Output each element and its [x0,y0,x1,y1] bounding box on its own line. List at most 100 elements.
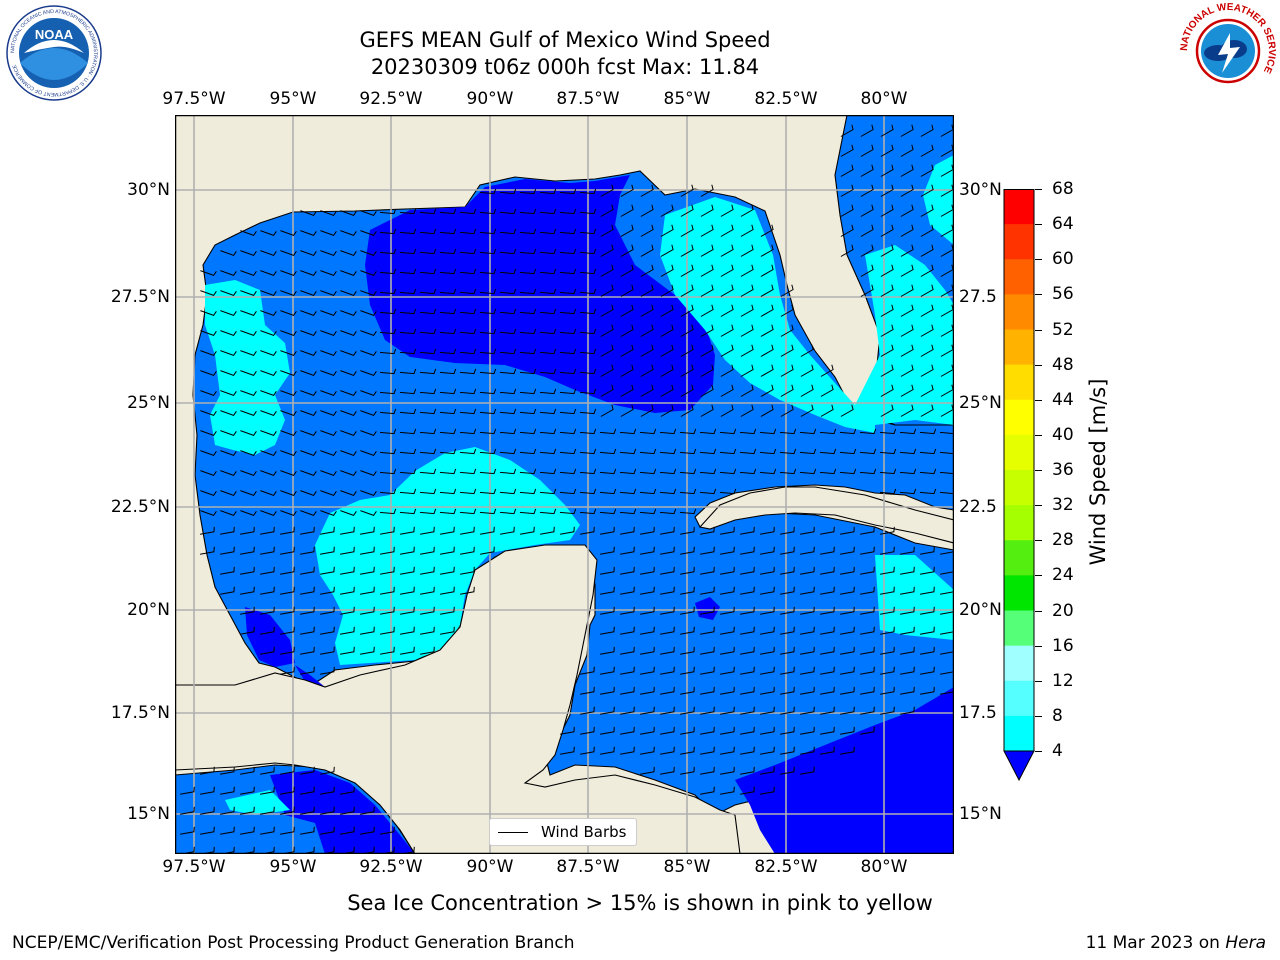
wind-barb [600,726,615,735]
wind-barb [260,490,277,497]
wind-barb [280,666,295,675]
wind-barb [760,666,775,675]
wind-barb [919,488,937,495]
wind-barb [660,726,675,735]
wind-barb [220,390,237,397]
wind-barb [459,488,477,495]
wind-barb [380,606,395,615]
colorbar-tick-label: 32 [1052,495,1074,516]
wind-barb [760,706,775,715]
wind-barb [800,526,815,535]
wind-barb [479,288,497,295]
wind-barb [280,410,297,417]
wind-barb [360,490,377,497]
wind-barb [379,348,397,355]
wind-barb [640,404,654,417]
wind-barb [360,330,377,337]
wind-barb [519,428,537,435]
wind-barb [320,646,335,655]
colorbar-segment [1004,364,1034,401]
wind-barb [519,228,537,235]
wind-barb [700,546,715,555]
colorbar-tick-mark [1035,189,1042,190]
wind-barb [700,264,714,277]
wind-barb [760,364,774,377]
wind-barb [740,244,754,257]
wind-barb [640,264,654,277]
wind-barb [539,408,557,415]
wind-barb [680,646,695,655]
wind-barb [260,586,275,595]
wind-barb [740,264,754,277]
wind-barb [620,244,634,257]
wind-barb [740,546,755,555]
wind-barb [720,746,735,755]
wind-barb [539,388,557,395]
wind-barb [740,586,755,595]
wind-barb [680,626,695,635]
wind-barb [840,726,855,735]
wind-barb [439,368,457,375]
lon-tick-bottom: 90°W [466,857,514,877]
wind-barb [280,566,295,575]
wind-barb [620,344,634,357]
wind-barb [539,208,557,215]
wind-barb [740,384,754,397]
wind-barb [660,706,675,715]
wind-barb [620,706,635,715]
wind-barb [340,470,357,477]
wind-barb [480,526,495,535]
wind-barb [700,666,715,675]
wind-barb [820,526,835,535]
wind-barb [379,208,397,215]
wind-barb [320,310,337,317]
wind-barb [600,706,615,715]
wind-barb [379,268,397,275]
wind-barb [939,491,954,495]
wind-barb [740,626,755,635]
wind-barb [220,490,237,497]
wind-barb [619,468,637,475]
wind-barb [760,284,774,297]
wind-barb [579,468,597,475]
wind-barb [900,606,915,615]
wind-barb [479,468,497,475]
wind-barb [920,184,934,197]
colorbar-tick-label: 28 [1052,530,1074,551]
wind-barb [280,250,297,257]
colorbar-segment [1004,610,1034,647]
wind-barb [539,308,557,315]
colorbar-tick-label: 16 [1052,635,1074,656]
wind-barb [419,308,437,315]
wind-barb [300,430,317,437]
wind-barb [539,348,557,355]
wind-barb [220,526,235,535]
wind-barb [699,488,717,495]
wind-barb [920,144,934,157]
wind-barb [780,364,794,377]
wind-barb [860,144,874,157]
wind-barb [900,324,914,337]
wind-barb [499,188,517,195]
wind-barb [600,384,614,397]
wind-barb [300,586,315,595]
wind-barb [220,450,237,457]
wind-barb [340,606,355,615]
wind-barb [419,468,437,475]
wind-barb [379,428,397,435]
wind-barb [840,646,855,655]
wind-barb [880,284,894,297]
wind-barb [519,328,537,335]
colorbar-tick-label: 8 [1052,705,1063,726]
wind-barb [240,390,257,397]
wind-barb [479,248,497,255]
colorbar-extend-arrow [1003,750,1035,781]
wind-barb [660,626,675,635]
wind-barb [260,470,277,477]
wind-barb [320,806,335,815]
wind-barb [579,228,597,235]
wind-barb [459,308,477,315]
wind-barb [660,646,675,655]
wind-barb [739,428,757,435]
wind-barb [519,388,537,395]
